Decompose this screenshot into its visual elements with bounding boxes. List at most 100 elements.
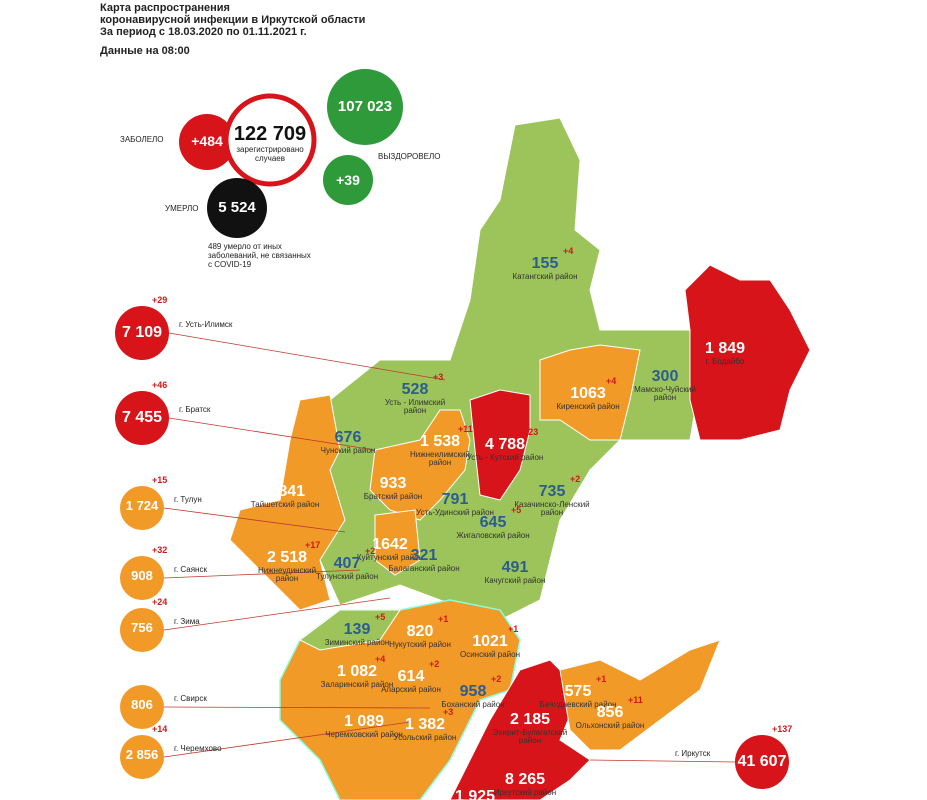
region-orange (374, 509, 421, 576)
city-name: г. Свирск (174, 694, 207, 703)
city-name: г. Усть-Илимск (179, 320, 233, 329)
district-value: 735 (538, 483, 566, 500)
city-circle (115, 306, 169, 360)
district-value: 4 788 (484, 436, 526, 453)
city-name: г. Тулун (174, 495, 202, 504)
leader-line (163, 507, 346, 533)
district-name: Усть-Удинский район (416, 508, 494, 517)
circle (207, 178, 267, 238)
district-delta: +2 (429, 659, 440, 669)
district-value: 300 (651, 368, 679, 385)
district-value: 528 (401, 381, 429, 398)
city-circle (120, 735, 164, 779)
leader-line (163, 597, 391, 631)
district-value: 1 925 (454, 788, 496, 800)
district-delta: +3 (433, 372, 444, 382)
city-circle (120, 556, 164, 600)
city-delta: +29 (152, 295, 168, 305)
district-delta: +23 (523, 427, 539, 437)
city-delta: +15 (152, 475, 168, 485)
leader-line (163, 721, 411, 758)
note: 489 умерло от иных (208, 242, 282, 251)
district-value: 856 (596, 704, 624, 721)
district-name: Нижнеудинский район (257, 566, 317, 584)
district-delta: +17 (305, 540, 321, 550)
district-delta: +11 (458, 424, 473, 434)
title-line: За период с 18.03.2020 по 01.11.2021 г. (100, 26, 307, 38)
district-value: 8 265 (504, 771, 546, 788)
value: 5 524 (218, 199, 256, 216)
district-name: Иркутский район (493, 788, 557, 797)
district-name: Нижнеилимский район (409, 450, 470, 468)
leader-line (163, 706, 431, 709)
district-name: Баяндаевский район (539, 700, 617, 709)
district-delta: +2 (570, 474, 581, 484)
leader-line (589, 759, 736, 763)
district-value: 139 (343, 621, 371, 638)
district-name: Усольский район (393, 733, 457, 742)
district-delta: +5 (743, 331, 754, 341)
label: УМЕРЛО (165, 204, 199, 213)
circle (179, 114, 235, 170)
circle (323, 155, 373, 205)
region-orange (279, 599, 521, 800)
district-delta: +4 (606, 376, 617, 386)
district-value: 491 (501, 559, 529, 576)
district-value: 1 538 (419, 433, 461, 450)
region-red (469, 389, 531, 501)
district-name: Братский район (363, 492, 423, 501)
value: 107 023 (337, 98, 393, 115)
city-name: г. Саянск (174, 565, 207, 574)
city-name: г. Зима (174, 617, 200, 626)
city-name: г. Черемхово (174, 744, 222, 753)
city-circle (735, 735, 789, 789)
city-value: 908 (131, 568, 153, 583)
district-value: 676 (334, 429, 362, 446)
caption: зарегистрировано (236, 145, 304, 154)
district-delta: +5 (375, 612, 386, 622)
city-delta: +137 (772, 724, 793, 734)
label: ВЫЗДОРОВЕЛО (378, 152, 441, 161)
district-delta: +1 (508, 624, 519, 634)
district-name: Балаганский район (388, 564, 460, 573)
district-value: 1642 (372, 536, 408, 553)
district-delta: +2 (365, 546, 376, 556)
district-name: Заларинский район (320, 680, 394, 689)
district-name: Жигаловский район (456, 531, 530, 540)
district-value: 958 (459, 683, 487, 700)
district-name: Усть - Кутский район (466, 453, 544, 462)
district-name: г. Бодайбо (705, 357, 745, 366)
title-line: Карта распространения (100, 2, 230, 14)
city-circle (120, 685, 164, 729)
district-name: Усть - Илимский район (384, 398, 446, 416)
circle (223, 93, 317, 187)
city-value: 41 607 (737, 753, 787, 770)
district-value: 614 (397, 668, 425, 685)
value: +484 (191, 133, 223, 149)
district-name: Зиминский район (324, 638, 390, 647)
district-delta: +3 (443, 707, 454, 717)
district-value: 820 (406, 623, 434, 640)
district-delta: +2 (548, 702, 559, 712)
district-name: Киренский район (556, 402, 620, 411)
district-name: Ольхонский район (575, 721, 645, 730)
caption: случаев (255, 154, 285, 163)
city-delta: +32 (152, 545, 168, 555)
district-delta: +4 (375, 654, 386, 664)
district-value: 321 (410, 547, 438, 564)
region-green (299, 609, 401, 651)
district-delta: +4 (563, 246, 574, 256)
district-value: 575 (564, 683, 592, 700)
district-name: Куйтунский район (356, 553, 424, 562)
leader-line (168, 417, 376, 451)
city-circle (115, 391, 169, 445)
district-value: 1021 (472, 633, 508, 650)
district-name: Казачинско-Ленский район (514, 500, 590, 518)
district-value: 1 849 (704, 340, 746, 357)
region-orange (539, 344, 641, 441)
city-value: 2 856 (125, 747, 159, 762)
city-delta: +24 (152, 597, 168, 607)
city-circle (120, 608, 164, 652)
city-circle (120, 486, 164, 530)
